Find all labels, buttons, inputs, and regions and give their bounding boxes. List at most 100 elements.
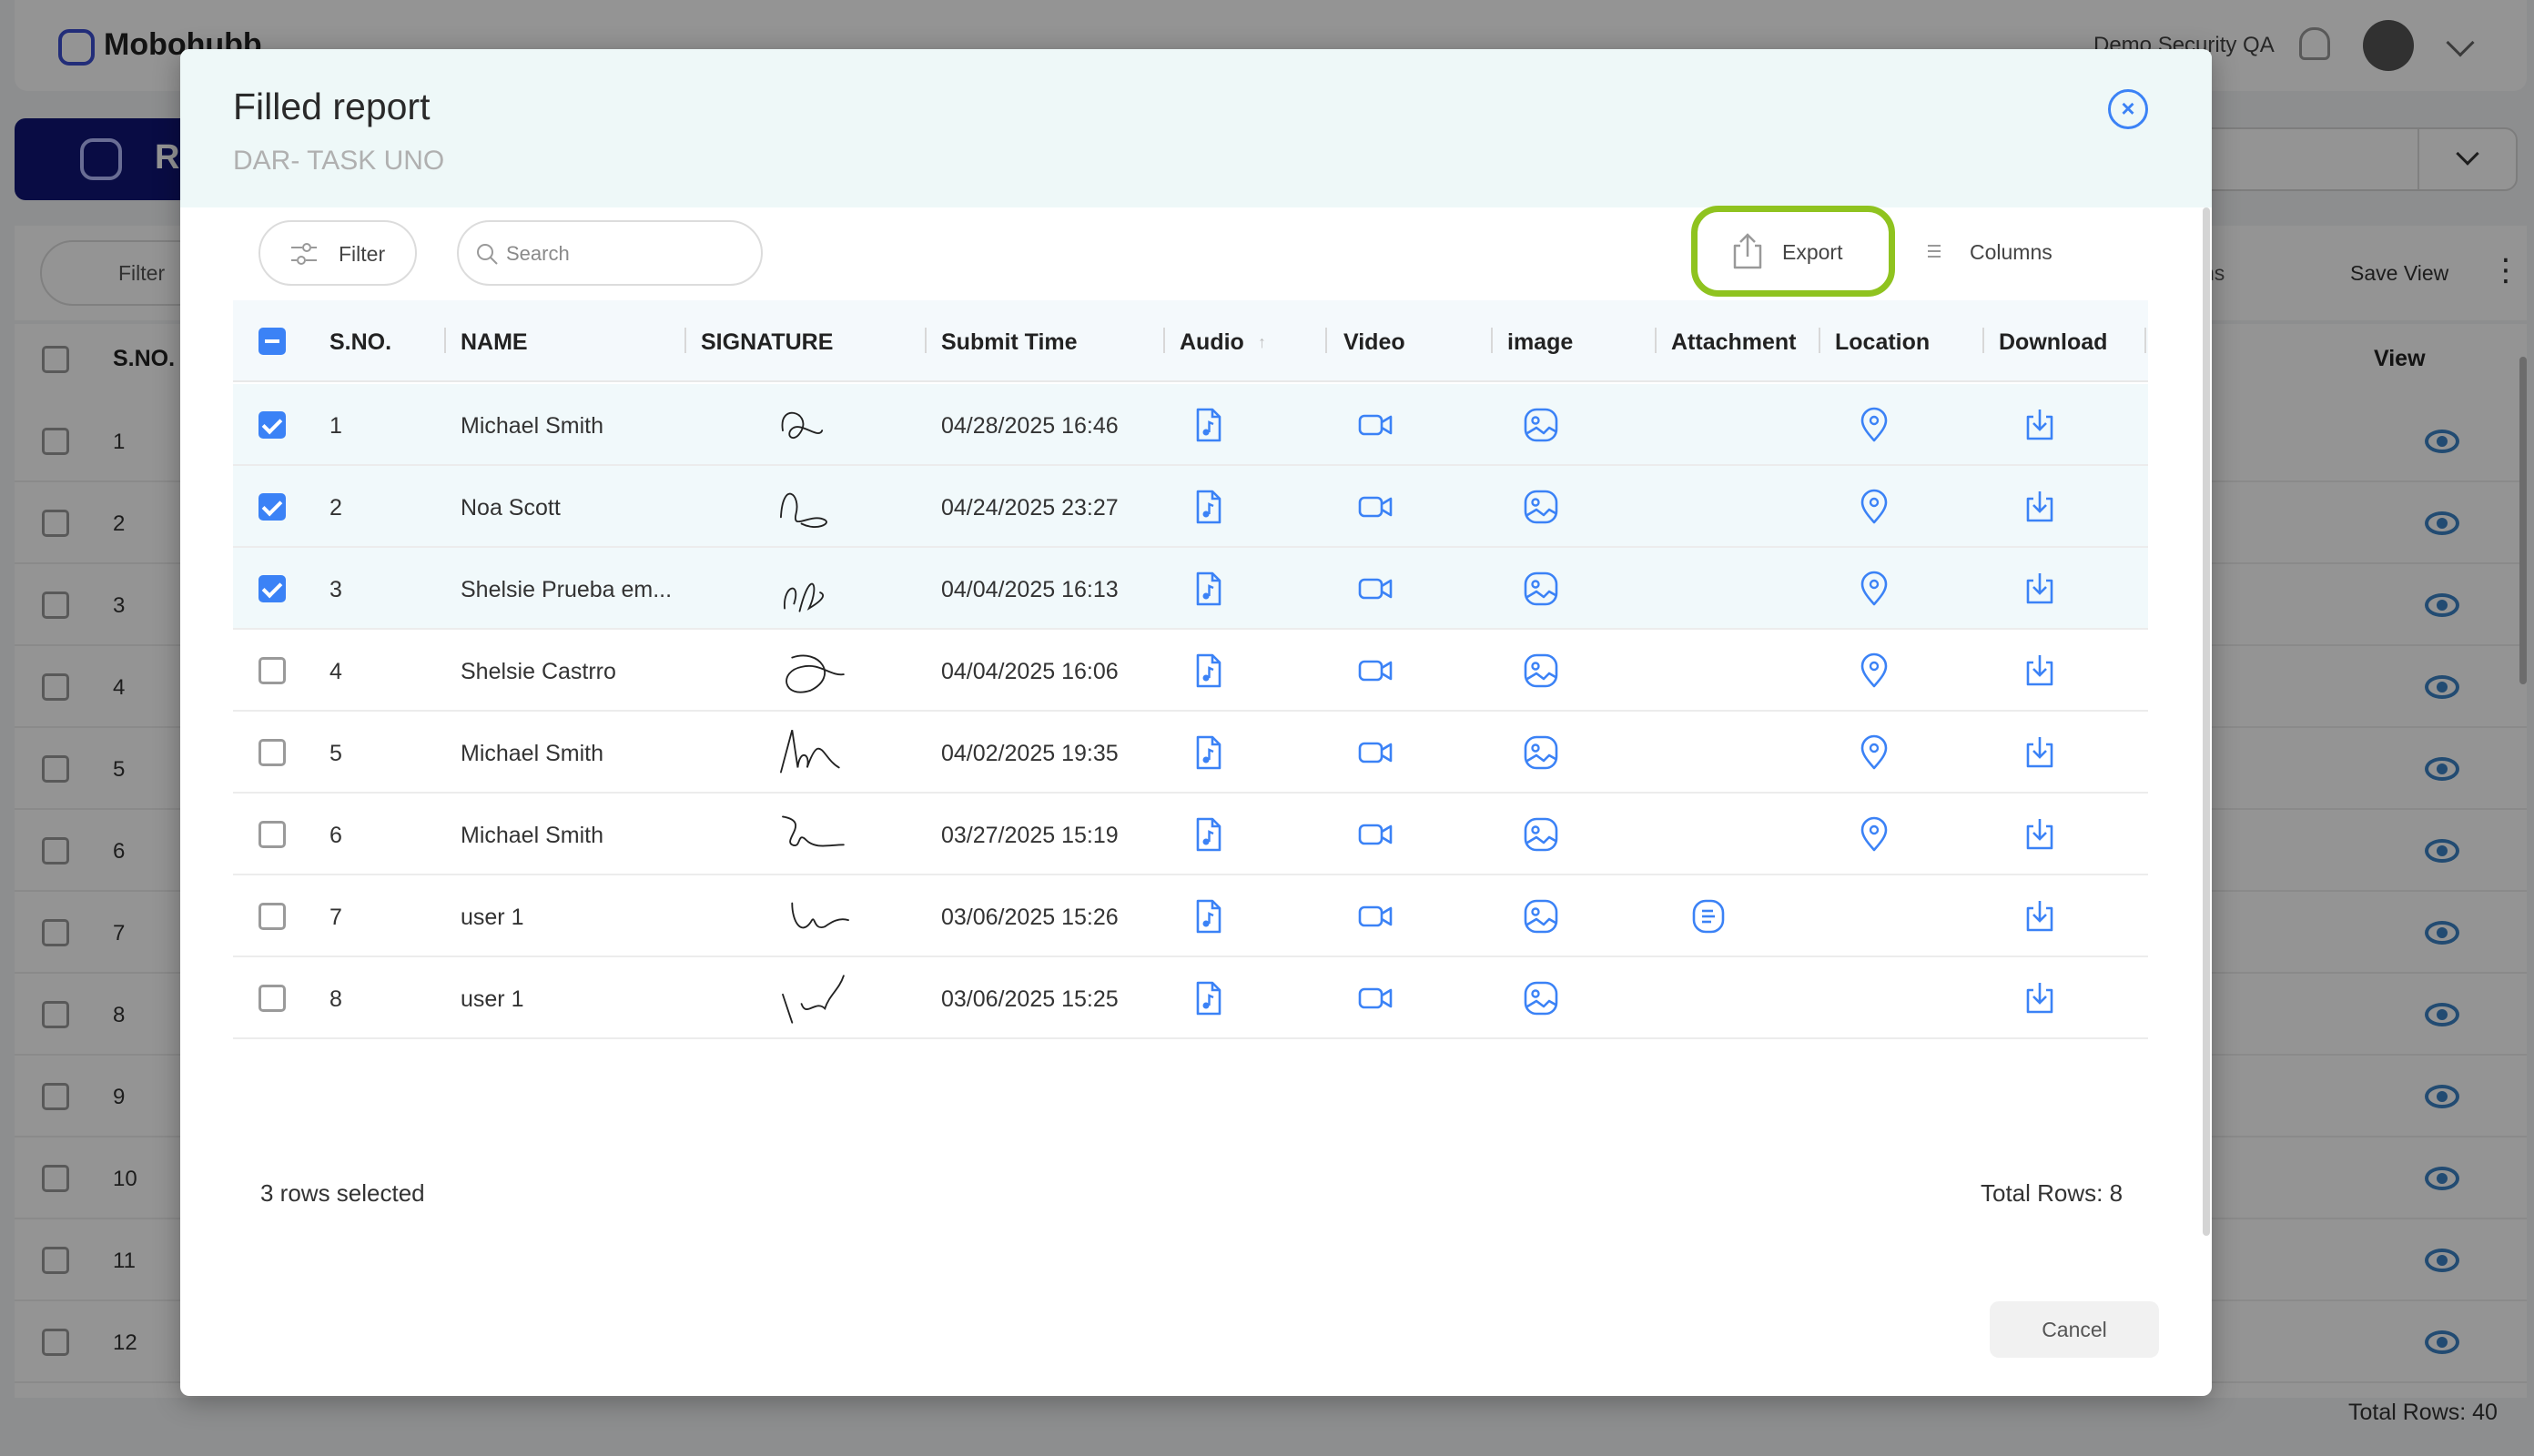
eye-icon[interactable]: [2425, 1167, 2459, 1190]
export-button[interactable]: Export: [1782, 240, 1843, 264]
location-icon[interactable]: [1855, 815, 1893, 854]
row-checkbox[interactable]: [258, 657, 286, 684]
avatar[interactable]: [2363, 20, 2414, 71]
more-options-icon[interactable]: ⋮: [2490, 253, 2521, 288]
location-icon[interactable]: [1855, 488, 1893, 526]
background-row-checkbox[interactable]: [42, 1329, 69, 1356]
video-icon[interactable]: [1356, 979, 1394, 1017]
signature-image[interactable]: [770, 639, 861, 704]
background-row-checkbox[interactable]: [42, 837, 69, 864]
location-icon[interactable]: [1855, 406, 1893, 444]
bell-icon[interactable]: [2299, 27, 2330, 60]
column-separator[interactable]: [1163, 328, 1165, 353]
row-checkbox[interactable]: [258, 739, 286, 766]
video-icon[interactable]: [1356, 652, 1394, 690]
eye-icon[interactable]: [2425, 1249, 2459, 1272]
column-header-name[interactable]: NAME: [461, 329, 528, 355]
table-row[interactable]: 3 Shelsie Prueba em... 04/04/2025 16:13: [233, 548, 2148, 630]
table-row[interactable]: 4 Shelsie Castrro 04/04/2025 16:06: [233, 630, 2148, 712]
signature-image[interactable]: [770, 885, 861, 950]
column-header-location[interactable]: Location: [1835, 329, 1931, 355]
table-row[interactable]: 8 user 1 03/06/2025 15:25: [233, 957, 2148, 1039]
column-header-audio[interactable]: Audio: [1180, 329, 1244, 355]
video-icon[interactable]: [1356, 488, 1394, 526]
column-separator[interactable]: [1655, 328, 1657, 353]
audio-icon[interactable]: [1189, 979, 1227, 1017]
eye-icon[interactable]: [2425, 839, 2459, 863]
download-icon[interactable]: [2021, 979, 2059, 1017]
background-row-checkbox[interactable]: [42, 1001, 69, 1028]
table-row[interactable]: 7 user 1 03/06/2025 15:26: [233, 875, 2148, 957]
location-icon[interactable]: [1855, 570, 1893, 608]
audio-icon[interactable]: [1189, 406, 1227, 444]
image-icon[interactable]: [1522, 488, 1560, 526]
attachment-icon[interactable]: [1689, 897, 1728, 935]
image-icon[interactable]: [1522, 652, 1560, 690]
column-header-image[interactable]: image: [1507, 329, 1574, 355]
image-icon[interactable]: [1522, 897, 1560, 935]
column-separator[interactable]: [444, 328, 446, 353]
save-view-button[interactable]: Save View: [2350, 261, 2449, 285]
eye-icon[interactable]: [2425, 1330, 2459, 1354]
cancel-button[interactable]: Cancel: [1990, 1301, 2159, 1358]
row-checkbox[interactable]: [258, 575, 286, 602]
signature-image[interactable]: [770, 393, 861, 459]
signature-image[interactable]: [770, 557, 861, 622]
background-row-checkbox[interactable]: [42, 1165, 69, 1192]
columns-icon[interactable]: [1926, 244, 1942, 258]
column-header-download[interactable]: Download: [1999, 329, 2108, 355]
column-separator[interactable]: [1325, 328, 1327, 353]
background-row-checkbox[interactable]: [42, 1247, 69, 1274]
eye-icon[interactable]: [2425, 1085, 2459, 1108]
signature-image[interactable]: [770, 475, 861, 541]
location-icon[interactable]: [1855, 652, 1893, 690]
download-icon[interactable]: [2021, 570, 2059, 608]
select-all-checkbox[interactable]: [258, 328, 286, 355]
table-row[interactable]: 6 Michael Smith 03/27/2025 15:19: [233, 794, 2148, 875]
image-icon[interactable]: [1522, 406, 1560, 444]
eye-icon[interactable]: [2425, 921, 2459, 945]
background-row-checkbox[interactable]: [42, 428, 69, 455]
column-separator[interactable]: [2144, 328, 2146, 353]
audio-icon[interactable]: [1189, 897, 1227, 935]
row-checkbox[interactable]: [258, 985, 286, 1012]
eye-icon[interactable]: [2425, 511, 2459, 535]
background-row-checkbox[interactable]: [42, 592, 69, 619]
background-row-checkbox[interactable]: [42, 755, 69, 783]
audio-icon[interactable]: [1189, 570, 1227, 608]
table-row[interactable]: 5 Michael Smith 04/02/2025 19:35: [233, 712, 2148, 794]
image-icon[interactable]: [1522, 570, 1560, 608]
search-input[interactable]: [506, 237, 743, 271]
download-icon[interactable]: [2021, 733, 2059, 772]
table-row[interactable]: 2 Noa Scott 04/24/2025 23:27: [233, 466, 2148, 548]
location-icon[interactable]: [1855, 733, 1893, 772]
column-separator[interactable]: [1819, 328, 1820, 353]
close-icon[interactable]: ×: [2108, 89, 2148, 129]
row-checkbox[interactable]: [258, 903, 286, 930]
column-separator[interactable]: [925, 328, 927, 353]
background-row-checkbox[interactable]: [42, 510, 69, 537]
background-select[interactable]: [2175, 127, 2518, 191]
image-icon[interactable]: [1522, 733, 1560, 772]
eye-icon[interactable]: [2425, 430, 2459, 453]
column-separator[interactable]: [1982, 328, 1984, 353]
download-icon[interactable]: [2021, 488, 2059, 526]
audio-icon[interactable]: [1189, 652, 1227, 690]
search-box[interactable]: [457, 220, 763, 286]
row-checkbox[interactable]: [258, 821, 286, 848]
eye-icon[interactable]: [2425, 757, 2459, 781]
column-separator[interactable]: [1491, 328, 1493, 353]
download-icon[interactable]: [2021, 652, 2059, 690]
table-row[interactable]: 1 Michael Smith 04/28/2025 16:46: [233, 384, 2148, 466]
video-icon[interactable]: [1356, 733, 1394, 772]
image-icon[interactable]: [1522, 815, 1560, 854]
column-separator[interactable]: [684, 328, 686, 353]
background-row-checkbox[interactable]: [42, 1083, 69, 1110]
signature-image[interactable]: [770, 721, 861, 786]
signature-image[interactable]: [770, 966, 861, 1032]
audio-icon[interactable]: [1189, 733, 1227, 772]
column-header-attachment[interactable]: Attachment: [1671, 329, 1797, 355]
background-scrollbar[interactable]: [2519, 357, 2527, 684]
background-row-checkbox[interactable]: [42, 673, 69, 701]
modal-scrollbar[interactable]: [2203, 207, 2210, 1236]
